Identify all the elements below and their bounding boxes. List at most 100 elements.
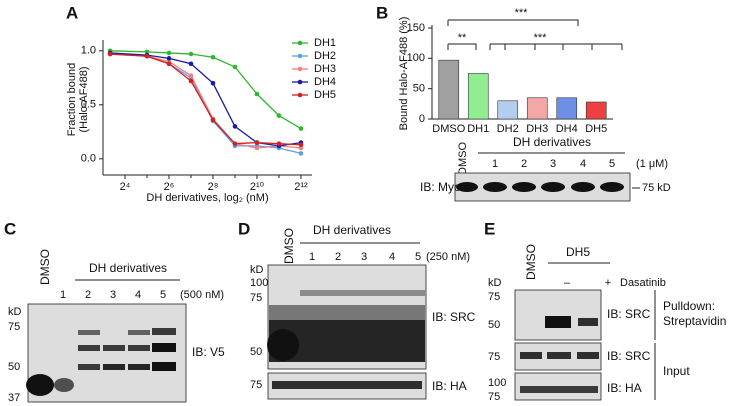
point	[166, 56, 172, 61]
legend-label: DH5	[314, 89, 336, 101]
band	[272, 381, 422, 389]
section-label: Pulldown:	[663, 299, 715, 313]
bar	[556, 97, 578, 120]
marker-label: 75	[488, 291, 500, 303]
band	[520, 352, 542, 359]
marker-label: 100	[250, 277, 268, 289]
lane-label: 5	[609, 158, 615, 170]
kd-label: kD	[250, 264, 264, 276]
point	[232, 141, 238, 146]
legend-marker	[297, 53, 303, 59]
bar	[497, 100, 519, 120]
probe-label: IB: Myc	[420, 180, 460, 194]
sign-label: –	[564, 277, 571, 289]
point	[254, 140, 260, 145]
sig-bracket	[489, 43, 623, 50]
lane-label: 2	[85, 289, 91, 301]
point	[107, 51, 113, 57]
section-label: Streptavidin	[663, 314, 726, 328]
probe-label: IB: V5	[192, 345, 225, 359]
sign-label: +	[605, 277, 611, 289]
point	[276, 113, 282, 118]
treatment-label: DMSO	[38, 249, 52, 285]
point	[232, 64, 238, 70]
legend-label: DH3	[314, 63, 336, 75]
treatment-label: DMSO	[524, 244, 538, 280]
blot	[514, 289, 602, 341]
bands	[267, 290, 425, 362]
bar	[467, 73, 489, 120]
point	[254, 145, 260, 151]
panel-label: E	[484, 219, 495, 238]
treatment-label: DMSO	[282, 228, 296, 264]
point	[210, 117, 216, 123]
bar	[526, 97, 548, 120]
y-axis-label: Fraction bound	[66, 63, 78, 136]
sig-bracket	[447, 43, 477, 50]
point	[144, 49, 150, 55]
legend-label: DH4	[314, 76, 336, 88]
blot-e: DMSO DH5 – + Dasatinib kD 75 50 75 100 7…	[488, 244, 726, 403]
dose-response-chart: 0.0 0.5 1.0 2⁴ 2⁶ 2⁸ 2¹⁰ 2¹² DH derivatives, log…	[66, 37, 336, 204]
group-label: DH derivatives	[313, 223, 391, 237]
legend-marker	[297, 79, 303, 85]
drug-label: Dasatinib	[620, 277, 666, 289]
marker-label: 75	[488, 391, 500, 403]
point	[188, 78, 194, 84]
treatment-label: DMSO	[457, 142, 469, 175]
curve	[110, 52, 302, 149]
probe-label: IB: SRC	[432, 310, 476, 324]
section-label: Input	[663, 364, 690, 378]
lane-label: 4	[389, 251, 395, 263]
point	[298, 142, 304, 148]
marker-label: 50	[8, 361, 20, 373]
dose-label: (1 μM)	[636, 158, 668, 170]
curve	[110, 50, 302, 130]
lane-label: 3	[110, 289, 116, 301]
axis	[102, 40, 312, 176]
point	[188, 73, 194, 78]
lane-label: 2	[521, 158, 527, 170]
point	[188, 61, 194, 67]
lane-label: 4	[135, 289, 141, 301]
y-tick-label: 0.5	[81, 99, 96, 111]
point	[188, 51, 194, 57]
blot-c: DMSO DH derivatives 1 2 3 4 5 (500 nM) k…	[8, 249, 225, 404]
lane-label: 1	[309, 251, 315, 263]
point	[298, 151, 304, 156]
band	[578, 318, 598, 326]
lane-label: 5	[160, 289, 166, 301]
lane-label: 3	[361, 251, 367, 263]
point	[210, 80, 216, 86]
y-axis-label: (Halo-AF488)	[78, 66, 90, 132]
point	[254, 91, 260, 97]
significance: ***	[515, 7, 529, 19]
marker-label: 75 kD	[642, 182, 671, 194]
probe-label: IB: SRC	[607, 307, 651, 321]
x-axis-label: DH derivatives, log₂ (nM)	[146, 192, 268, 204]
band	[520, 386, 598, 393]
group-label: DH5	[566, 245, 590, 259]
significance: **	[458, 32, 467, 44]
legend-label: DH1	[314, 37, 336, 49]
marker-label: 50	[250, 346, 262, 358]
point	[166, 61, 172, 67]
bands	[456, 182, 624, 192]
point	[210, 54, 216, 60]
significance: ***	[534, 32, 548, 44]
probe-label: IB: HA	[432, 379, 467, 393]
probe-label: IB: HA	[607, 381, 642, 395]
y-tick-label: 1.0	[81, 45, 96, 57]
curve	[110, 52, 302, 147]
dose-label: (500 nM)	[180, 289, 224, 301]
legend-marker	[297, 92, 303, 98]
legend-marker	[297, 40, 303, 46]
marker-label: 100	[488, 377, 506, 389]
lane-label: 2	[335, 251, 341, 263]
y-tick-label: 0	[419, 113, 425, 125]
group-label: DH derivatives	[513, 135, 591, 149]
lane-label: 1	[60, 289, 66, 301]
x-tick-label: DMSO	[432, 123, 465, 135]
x-tick-label: DH4	[556, 123, 578, 135]
